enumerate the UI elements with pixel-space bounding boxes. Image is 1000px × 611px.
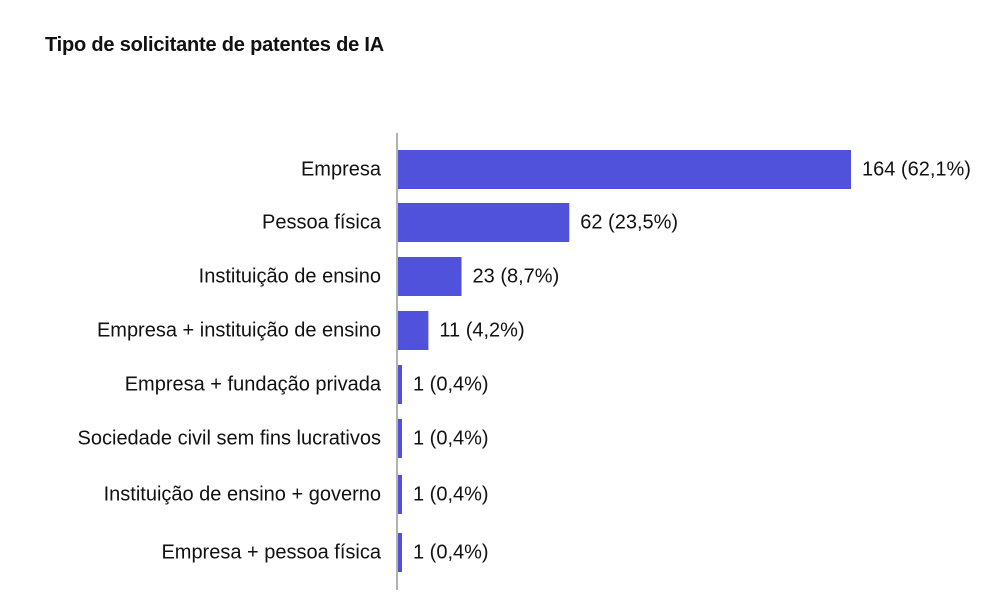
category-label-4: Empresa + fundação privada [125,374,382,396]
data-label-6: 1 (0,4%) [413,484,489,506]
bar-3 [398,311,429,350]
category-labels-layer: Empresa Pessoa física Instituição de ensin… [78,159,382,564]
data-label-7: 1 (0,4%) [413,542,489,564]
bar-5 [398,419,402,458]
data-label-2: 23 (8,7%) [473,266,560,288]
bars-layer [398,150,851,572]
data-label-0: 164 (62,1%) [862,159,971,181]
data-label-1: 62 (23,5%) [580,212,678,234]
category-label-5: Sociedade civil sem fins lucrativos [78,428,381,450]
category-label-3: Empresa + instituição de ensino [97,320,381,342]
category-label-1: Pessoa física [262,212,382,234]
data-label-3: 11 (4,2%) [439,320,524,342]
data-label-5: 1 (0,4%) [413,428,489,450]
bar-1 [398,203,570,242]
category-label-7: Empresa + pessoa física [161,542,381,564]
bar-2 [398,257,462,296]
data-labels-layer: 164 (62,1%) 62 (23,5%) 23 (8,7%) 11 (4,2%) 1… [413,159,971,564]
bar-4 [398,365,402,404]
category-label-2: Instituição de ensino [199,266,381,288]
bar-6 [398,475,402,514]
category-label-6: Instituição de ensino + governo [104,484,381,506]
bar-7 [398,533,402,572]
chart-title: Tipo de solicitante de patentes de IA [45,34,384,56]
bar-0 [398,150,851,189]
data-label-4: 1 (0,4%) [413,374,489,396]
category-label-0: Empresa [301,159,382,181]
